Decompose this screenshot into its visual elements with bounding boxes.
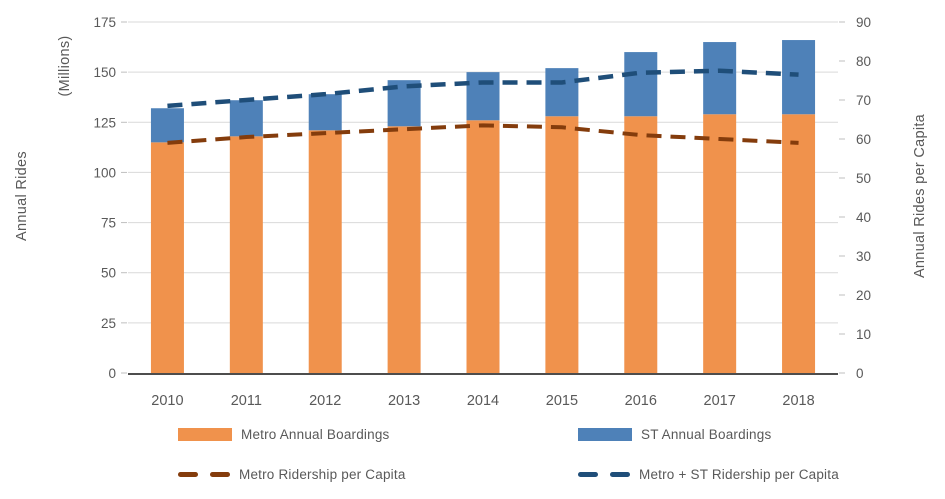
bar-metro-annual-boardings-2012 (308, 130, 342, 373)
left-axis-tick-label: 150 (93, 65, 116, 80)
right-axis-title: Annual Rides per Capita (912, 113, 928, 279)
bar-metro-annual-boardings-2013 (387, 126, 421, 373)
x-axis-year-label: 2011 (231, 393, 262, 409)
bar-metro-annual-boardings-2011 (229, 136, 263, 373)
bar-metro-annual-boardings-2010 (150, 142, 184, 373)
bar-metro-annual-boardings-2017 (703, 114, 737, 374)
st-boardings-swatch-icon (578, 428, 632, 441)
right-axis-tick-label: 90 (856, 15, 871, 30)
bar-st-annual-boardings-2016 (624, 52, 658, 117)
right-axis-tick-label: 80 (856, 54, 871, 69)
bar-st-annual-boardings-2017 (703, 42, 737, 115)
x-axis-year-label: 2016 (625, 393, 657, 409)
x-axis-year-label: 2014 (467, 393, 499, 409)
bar-st-annual-boardings-2011 (229, 100, 263, 137)
x-axis-year-label: 2018 (782, 393, 814, 409)
bar-st-annual-boardings-2015 (545, 68, 579, 117)
x-axis-year-label: 2010 (151, 393, 183, 409)
left-axis-tick-label: 50 (101, 266, 116, 281)
line-metro-st-ridership-per-capita (167, 68, 799, 109)
metro-per-capita-dash-icon (178, 472, 230, 478)
right-axis-tick-label: 0 (856, 366, 864, 381)
x-axis-year-label: 2013 (388, 393, 420, 409)
left-axis-units-label: (Millions) (57, 35, 73, 97)
legend-label-metro-per-capita: Metro Ridership per Capita (239, 467, 406, 482)
bar-metro-annual-boardings-2018 (782, 114, 816, 374)
x-axis-year-label: 2017 (704, 393, 736, 409)
combined-per-capita-dash-icon (578, 472, 630, 478)
legend-label-combined-per-capita: Metro + ST Ridership per Capita (639, 467, 839, 482)
left-axis-title: Annual Rides (14, 151, 30, 241)
legend-item-combined-per-capita: Metro + ST Ridership per Capita (578, 467, 839, 482)
bar-st-annual-boardings-2018 (782, 40, 816, 115)
legend-item-st-boardings: ST Annual Boardings (578, 427, 771, 442)
legend-label-metro-boardings: Metro Annual Boardings (241, 427, 390, 442)
bar-st-annual-boardings-2010 (150, 108, 184, 143)
legend-label-st-boardings: ST Annual Boardings (641, 427, 772, 442)
bar-st-annual-boardings-2014 (466, 72, 500, 121)
left-axis-tick-label: 25 (101, 316, 116, 331)
left-axis-tick-label: 100 (93, 165, 116, 180)
bar-metro-annual-boardings-2016 (624, 116, 658, 374)
left-axis-tick-label: 125 (93, 115, 116, 130)
right-axis-tick-label: 60 (856, 132, 871, 147)
left-axis-tick-label: 175 (93, 15, 116, 30)
right-axis-tick-label: 30 (856, 249, 871, 264)
right-axis-tick-label: 10 (856, 327, 871, 342)
x-axis-year-label: 2015 (546, 393, 578, 409)
right-axis-tick-label: 20 (856, 288, 871, 303)
plot-area: 0 25 50 75 100 125 150 175 0 10 20 30 40 50 60 70 80 90 20… (93, 15, 871, 409)
right-axis-tick-label: 50 (856, 171, 871, 186)
right-axis-tick-label: 70 (856, 93, 871, 108)
legend-item-metro-per-capita: Metro Ridership per Capita (178, 467, 406, 482)
line-metro-ridership-per-capita (167, 123, 799, 145)
left-axis-tick-label: 75 (101, 216, 116, 231)
right-axis-tick-label: 40 (856, 210, 871, 225)
bar-metro-annual-boardings-2015 (545, 116, 579, 374)
metro-boardings-swatch-icon (178, 428, 232, 441)
bar-st-annual-boardings-2012 (308, 94, 342, 131)
bar-metro-annual-boardings-2014 (466, 120, 500, 373)
left-axis-tick-label: 0 (108, 366, 116, 381)
x-axis-year-label: 2012 (309, 393, 341, 409)
legend-item-metro-boardings: Metro Annual Boardings (178, 427, 390, 442)
